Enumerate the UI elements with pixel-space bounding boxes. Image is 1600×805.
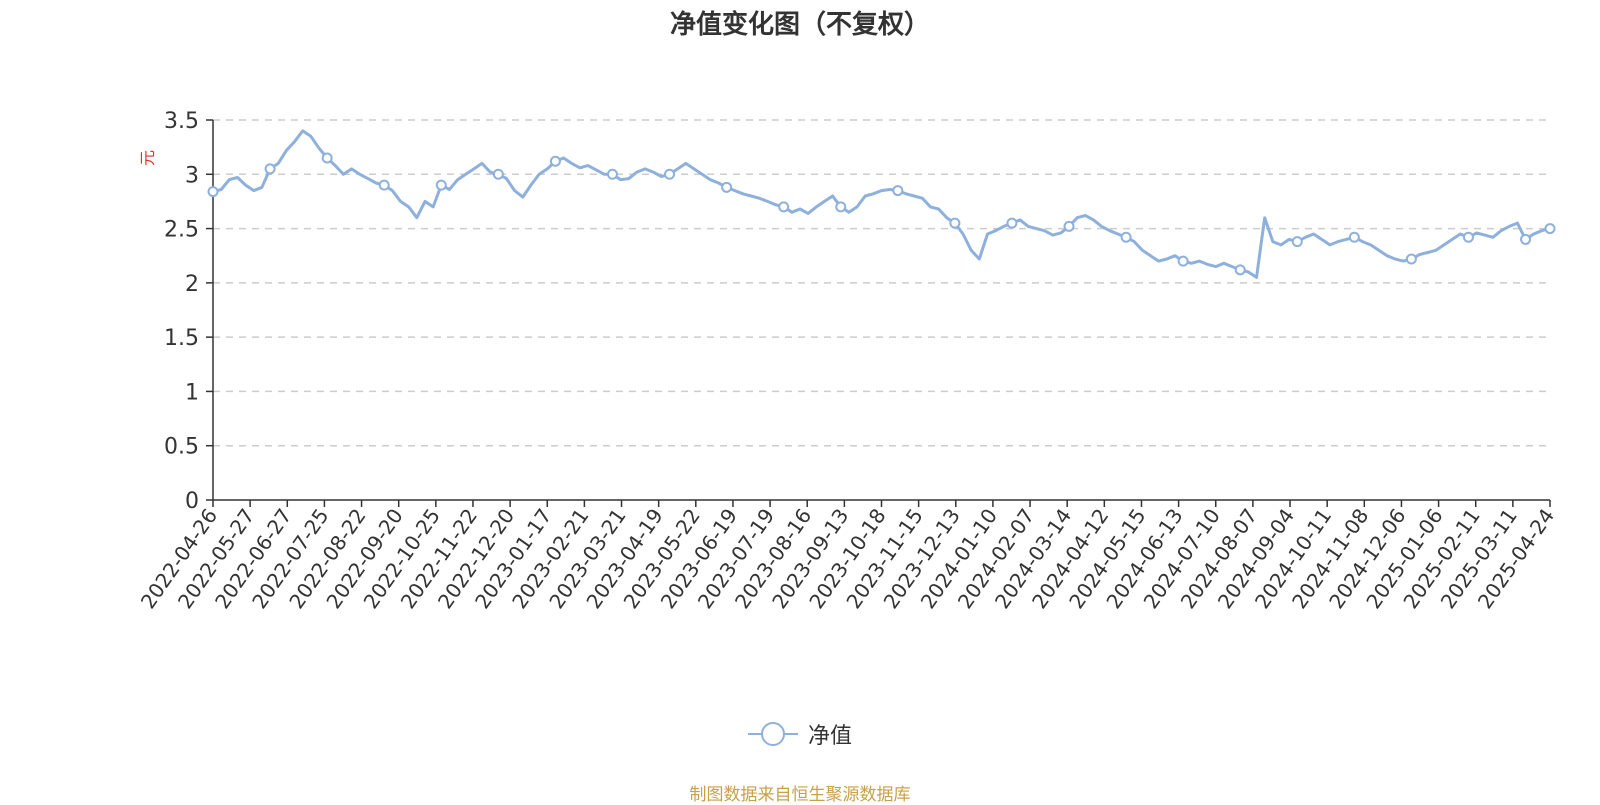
series-layer bbox=[207, 129, 1556, 279]
legend-label: 净值 bbox=[808, 724, 853, 749]
axes bbox=[206, 119, 1551, 507]
data-point bbox=[949, 217, 961, 229]
legend[interactable]: 净值 bbox=[748, 718, 852, 750]
data-point bbox=[892, 185, 904, 197]
data-point bbox=[435, 179, 447, 191]
data-point bbox=[549, 155, 561, 167]
data-point bbox=[1291, 236, 1303, 248]
data-point bbox=[1177, 255, 1189, 267]
data-point bbox=[1063, 220, 1075, 232]
y-tick-label: 2 bbox=[185, 272, 199, 297]
data-point bbox=[1405, 253, 1417, 265]
data-point bbox=[207, 186, 219, 198]
data-point bbox=[321, 152, 333, 164]
data-point bbox=[1348, 231, 1360, 243]
y-tick-labels: 0 0.5 1 1.5 2 2.5 3 3.5 bbox=[164, 109, 199, 514]
y-tick-label: 1 bbox=[185, 380, 199, 405]
data-point bbox=[1462, 231, 1474, 243]
x-tick-labels: 2022-04-262022-05-272022-06-272022-07-25… bbox=[136, 504, 1559, 613]
gridlines bbox=[213, 119, 1550, 447]
y-axis-unit-label: 元 bbox=[138, 150, 157, 166]
data-point bbox=[492, 168, 504, 180]
source-note: 制图数据来自恒生聚源数据库 bbox=[689, 785, 911, 805]
data-point bbox=[378, 179, 390, 191]
y-tick-label: 3 bbox=[185, 163, 199, 188]
data-point bbox=[835, 201, 847, 213]
data-point bbox=[1120, 231, 1132, 243]
y-tick-label: 0.5 bbox=[164, 435, 199, 460]
data-point bbox=[1006, 217, 1018, 229]
data-point bbox=[264, 163, 276, 175]
legend-line-marker-icon bbox=[748, 722, 798, 746]
data-point bbox=[721, 181, 733, 193]
series-line bbox=[212, 129, 1551, 279]
data-point bbox=[606, 168, 618, 180]
data-point bbox=[1520, 233, 1532, 245]
y-tick-label: 0 bbox=[185, 489, 199, 514]
y-tick-label: 3.5 bbox=[164, 109, 199, 134]
data-point bbox=[664, 168, 676, 180]
data-point bbox=[1544, 223, 1556, 235]
y-tick-label: 2.5 bbox=[164, 218, 199, 243]
y-tick-label: 1.5 bbox=[164, 326, 199, 351]
data-point bbox=[1234, 264, 1246, 276]
chart-title: 净值变化图（不复权） bbox=[669, 10, 930, 40]
data-point bbox=[778, 201, 790, 213]
